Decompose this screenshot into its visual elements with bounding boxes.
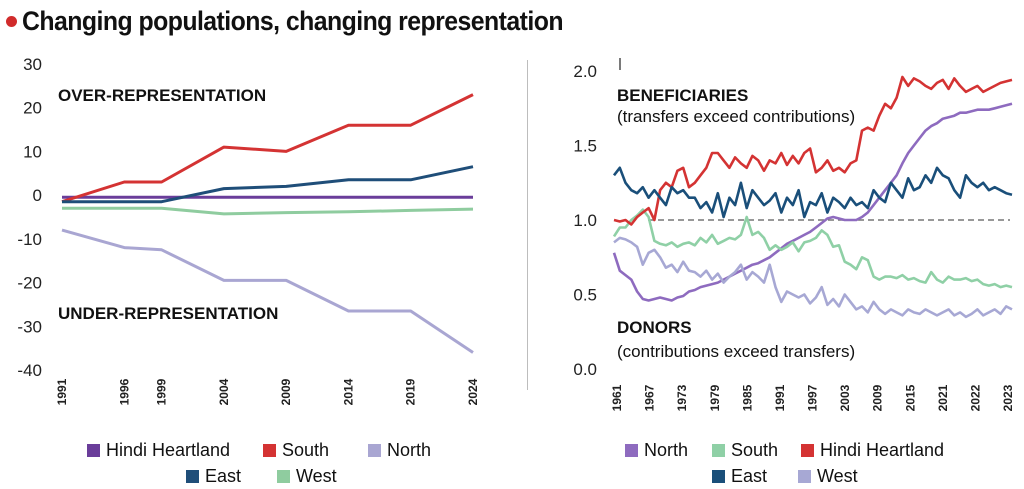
legend-label: North [387, 440, 432, 460]
legend-swatch [625, 444, 638, 457]
legend-item-north: North [368, 440, 431, 461]
x-tick-label: 1999 [155, 378, 169, 405]
annotation-label: (contributions exceed transfers) [617, 342, 855, 361]
series-line-north [61, 228, 474, 354]
legend-swatch [263, 444, 276, 457]
legend-item-hindi-heartland: Hindi Heartland [87, 440, 230, 461]
x-tick-label: 1967 [643, 384, 657, 411]
x-tick-label: 1991 [773, 384, 787, 411]
legend-swatch [368, 444, 381, 457]
legend-swatch [798, 470, 811, 483]
annotation-label: (transfers exceed contributions) [617, 107, 855, 126]
y-tick-label: -40 [17, 361, 42, 380]
y-tick-label: 0.0 [573, 360, 597, 379]
x-tick-label: 1996 [117, 378, 131, 405]
x-tick-label: 1961 [610, 384, 624, 411]
y-tick-label: 10 [23, 142, 42, 161]
legend-swatch [712, 470, 725, 483]
legend-label: South [282, 440, 330, 460]
title-bullet-dot [6, 15, 17, 27]
x-tick-label: 2004 [217, 378, 231, 405]
series-line-south [612, 208, 1013, 289]
y-tick-label: 1.5 [573, 137, 597, 156]
x-tick-label: 2003 [838, 384, 852, 411]
series-line-south [61, 93, 474, 204]
legend-swatch [712, 444, 725, 457]
legend-item-south: South [712, 440, 778, 461]
y-tick-label: -30 [17, 317, 42, 336]
legend-item-west: West [798, 466, 858, 487]
page-title: Changing populations, changing represent… [22, 5, 564, 36]
series-line-hindi-heartland [613, 75, 1013, 226]
annotation-label: DONORS [617, 318, 692, 337]
legend-label: Hindi Heartland [106, 440, 231, 460]
series-line-west [62, 206, 474, 216]
annotation-label: UNDER-REPRESENTATION [58, 304, 278, 323]
series-line-north [612, 102, 1013, 302]
legend-item-east: East [186, 466, 241, 487]
x-tick-label: 1973 [675, 384, 689, 411]
legend-swatch [186, 470, 199, 483]
y-tick-label: -10 [17, 230, 42, 249]
legend-label: Hindi Heartland [820, 440, 945, 460]
x-tick-label: 2015 [903, 384, 917, 411]
legend-swatch [87, 444, 100, 457]
legend-item-west: West [277, 466, 337, 487]
y-tick-label: 20 [23, 99, 42, 118]
x-tick-label: 1985 [740, 384, 754, 411]
x-tick-label: 1991 [55, 378, 69, 405]
title-row: Changing populations, changing represent… [6, 2, 610, 40]
series-line-east [62, 165, 474, 204]
x-tick-label: 1997 [806, 384, 820, 411]
legend-label: West [296, 466, 337, 486]
y-tick-label: 2.0 [573, 62, 597, 81]
x-tick-label: 2009 [279, 378, 293, 405]
y-tick-label: 0.5 [573, 286, 597, 305]
x-tick-label: 2023 [1001, 384, 1015, 411]
legend-item-hindi-heartland: Hindi Heartland [801, 440, 944, 461]
legend-item-east: East [712, 466, 767, 487]
legend-label: East [731, 466, 768, 486]
y-tick-label: -20 [17, 274, 42, 293]
legend-item-north: North [625, 440, 688, 461]
x-tick-label: 2022 [968, 384, 982, 411]
x-tick-label: 2021 [936, 384, 950, 411]
y-tick-label: 0 [33, 186, 42, 205]
series-line-east [612, 166, 1013, 219]
x-tick-label: 2014 [341, 378, 355, 405]
y-tick-label: 1.0 [573, 211, 597, 230]
annotation-label: OVER-REPRESENTATION [58, 86, 266, 105]
legend-label: South [731, 440, 779, 460]
legend-item-south: South [263, 440, 329, 461]
x-tick-label: 1979 [708, 384, 722, 411]
x-tick-label: 2009 [871, 384, 885, 411]
series-line-west [613, 236, 1013, 319]
legend-label: North [644, 440, 689, 460]
panel-divider [527, 60, 528, 390]
legend-label: West [817, 466, 858, 486]
legend-swatch [277, 470, 290, 483]
x-tick-label: 2024 [466, 378, 480, 405]
legend-label: East [205, 466, 242, 486]
legend-swatch [801, 444, 814, 457]
annotation-label: BENEFICIARIES [617, 86, 748, 105]
x-tick-label: 2019 [404, 378, 418, 405]
y-tick-label: 30 [23, 55, 42, 74]
